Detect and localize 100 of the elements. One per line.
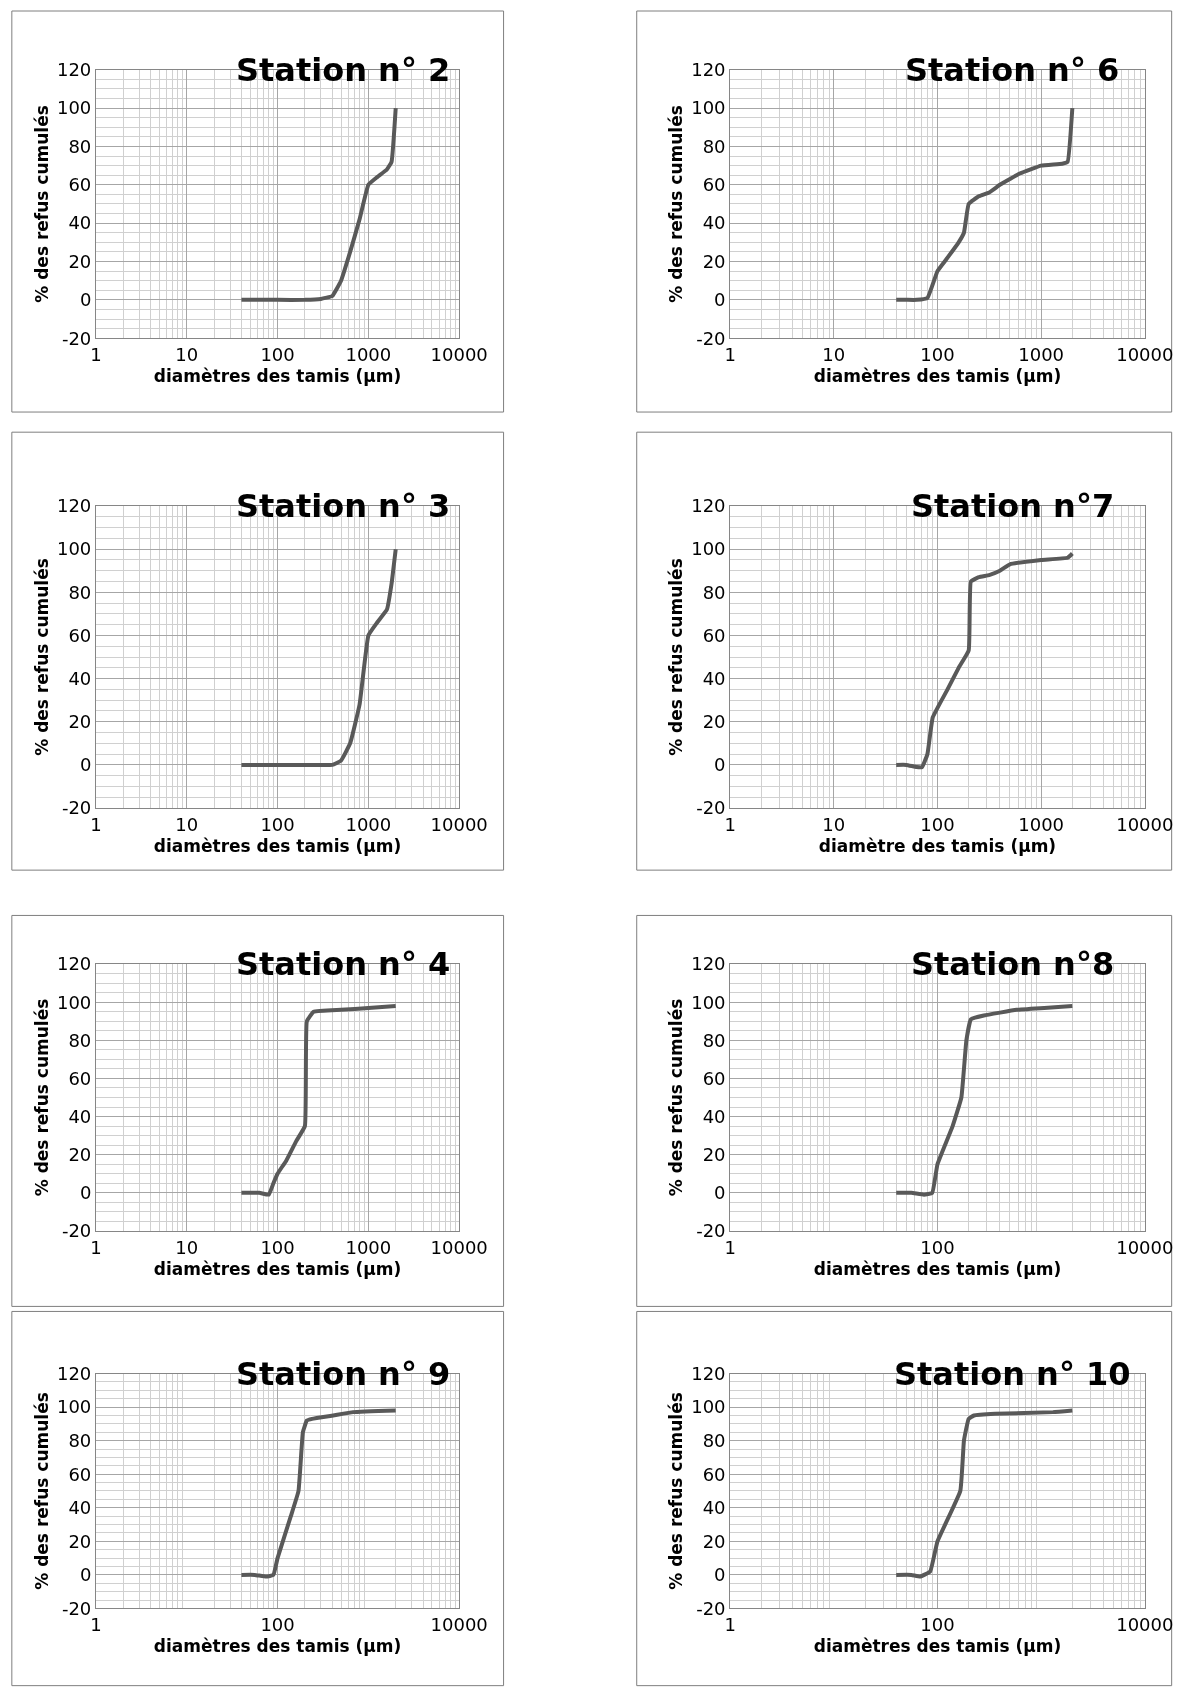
y-tick-label: 0 [79, 754, 92, 776]
y-tick-label: 20 [68, 250, 92, 272]
y-tick-label: 120 [691, 1362, 726, 1384]
y-tick-label: 0 [714, 289, 726, 311]
y-tick-label: 60 [702, 624, 726, 646]
x-tick-label: 10000 [430, 813, 488, 835]
y-tick-label: -20 [696, 1220, 726, 1242]
chart-title: Station n° 3 [236, 487, 451, 525]
y-axis-title: % des refus cumulés [31, 558, 52, 756]
y-tick-label: 80 [68, 1029, 92, 1051]
x-tick-label: 1 [724, 1614, 736, 1636]
y-tick-label: 80 [68, 135, 92, 157]
x-tick-label: 1000 [1018, 813, 1065, 835]
y-tick-label: -20 [696, 1597, 726, 1619]
x-tick-label: 100 [920, 1236, 955, 1258]
y-tick-label: 120 [56, 495, 92, 517]
y-axis-title: % des refus cumulés [665, 558, 686, 756]
y-tick-label: 0 [714, 1564, 726, 1586]
y-tick-label: 80 [702, 1429, 726, 1451]
y-tick-label: 100 [56, 97, 92, 119]
y-tick-label: 20 [702, 711, 726, 733]
y-tick-label: 40 [68, 667, 92, 689]
x-tick-label: 10 [175, 1236, 199, 1258]
x-tick-label: 10 [175, 343, 199, 365]
y-axis-title: % des refus cumulés [31, 1392, 52, 1590]
y-tick-label: -20 [61, 797, 92, 819]
y-tick-label: 60 [68, 1067, 92, 1089]
x-tick-label: 100 [920, 813, 955, 835]
y-tick-label: 100 [56, 1396, 92, 1418]
y-tick-label: 20 [68, 711, 92, 733]
x-tick-label: 10000 [1116, 1236, 1174, 1258]
x-axis-title: diamètres des tamis (µm) [153, 366, 402, 387]
y-tick-label: 100 [691, 991, 726, 1013]
x-tick-label: 100 [260, 1236, 295, 1258]
y-tick-label: -20 [61, 327, 92, 349]
x-tick-label: 1 [90, 1614, 102, 1636]
y-tick-label: 60 [702, 1463, 726, 1485]
x-tick-label: 10000 [1116, 343, 1174, 365]
x-tick-label: 10000 [1116, 1614, 1174, 1636]
y-tick-label: 100 [56, 991, 92, 1013]
x-tick-label: 1000 [345, 813, 392, 835]
x-axis-title: diamètre des tamis (µm) [818, 836, 1057, 857]
x-tick-label: 100 [260, 1614, 295, 1636]
y-tick-label: 60 [68, 624, 92, 646]
x-axis-title: diamètres des tamis (µm) [813, 1636, 1062, 1657]
x-tick-label: 10000 [430, 1614, 488, 1636]
x-tick-label: 1 [90, 343, 102, 365]
y-axis-title: % des refus cumulés [31, 105, 52, 303]
y-tick-label: 40 [702, 1497, 726, 1519]
y-tick-label: -20 [696, 797, 726, 819]
x-axis-title: diamètres des tamis (µm) [153, 1258, 402, 1279]
y-tick-label: 100 [56, 538, 92, 560]
y-tick-label: 0 [79, 1564, 92, 1586]
chart-title: Station n°8 [911, 945, 1115, 983]
chart-title: Station n°7 [911, 487, 1115, 525]
x-tick-label: 1 [724, 813, 736, 835]
x-tick-label: 1 [90, 1236, 102, 1258]
y-tick-label: 120 [56, 1362, 92, 1384]
y-tick-label: 60 [68, 174, 92, 196]
y-tick-label: 120 [691, 953, 726, 975]
y-tick-label: 20 [68, 1143, 92, 1165]
x-tick-label: 1 [724, 343, 736, 365]
y-tick-label: 0 [714, 1182, 726, 1204]
y-tick-label: 120 [56, 953, 92, 975]
x-tick-label: 1 [724, 1236, 736, 1258]
y-tick-label: 40 [702, 212, 726, 234]
y-tick-label: 80 [702, 135, 726, 157]
x-tick-label: 100 [260, 813, 295, 835]
y-tick-label: 120 [56, 59, 92, 81]
chart-title: Station n° 2 [236, 51, 451, 89]
chart-title: Station n° 6 [905, 51, 1120, 89]
x-tick-label: 100 [920, 343, 955, 365]
y-tick-label: 80 [702, 581, 726, 603]
x-tick-label: 100 [920, 1614, 955, 1636]
chart-title: Station n° 10 [894, 1355, 1131, 1393]
y-axis-title: % des refus cumulés [665, 105, 686, 303]
x-tick-label: 1000 [1018, 343, 1065, 365]
y-tick-label: 20 [702, 1143, 726, 1165]
y-tick-label: 100 [691, 1396, 726, 1418]
y-tick-label: 0 [79, 1182, 92, 1204]
y-tick-label: 100 [691, 97, 726, 119]
x-tick-label: 10 [822, 813, 846, 835]
x-tick-label: 100 [260, 343, 295, 365]
y-tick-label: 60 [68, 1463, 92, 1485]
y-tick-label: 80 [702, 1029, 726, 1051]
x-tick-label: 10 [822, 343, 846, 365]
chart-title: Station n° 4 [236, 945, 451, 983]
y-axis-title: % des refus cumulés [665, 1392, 686, 1590]
y-axis-title: % des refus cumulés [665, 998, 686, 1197]
x-tick-label: 1 [90, 813, 102, 835]
x-axis-title: diamètres des tamis (µm) [813, 366, 1062, 387]
x-tick-label: 10000 [1116, 813, 1174, 835]
x-tick-label: 1000 [345, 343, 392, 365]
y-tick-label: -20 [61, 1220, 92, 1242]
y-tick-label: -20 [696, 327, 726, 349]
x-tick-label: 10 [175, 813, 199, 835]
y-tick-label: 100 [691, 538, 726, 560]
y-tick-label: 40 [68, 1105, 92, 1127]
y-tick-label: 40 [702, 667, 726, 689]
y-axis-title: % des refus cumulés [31, 998, 52, 1197]
